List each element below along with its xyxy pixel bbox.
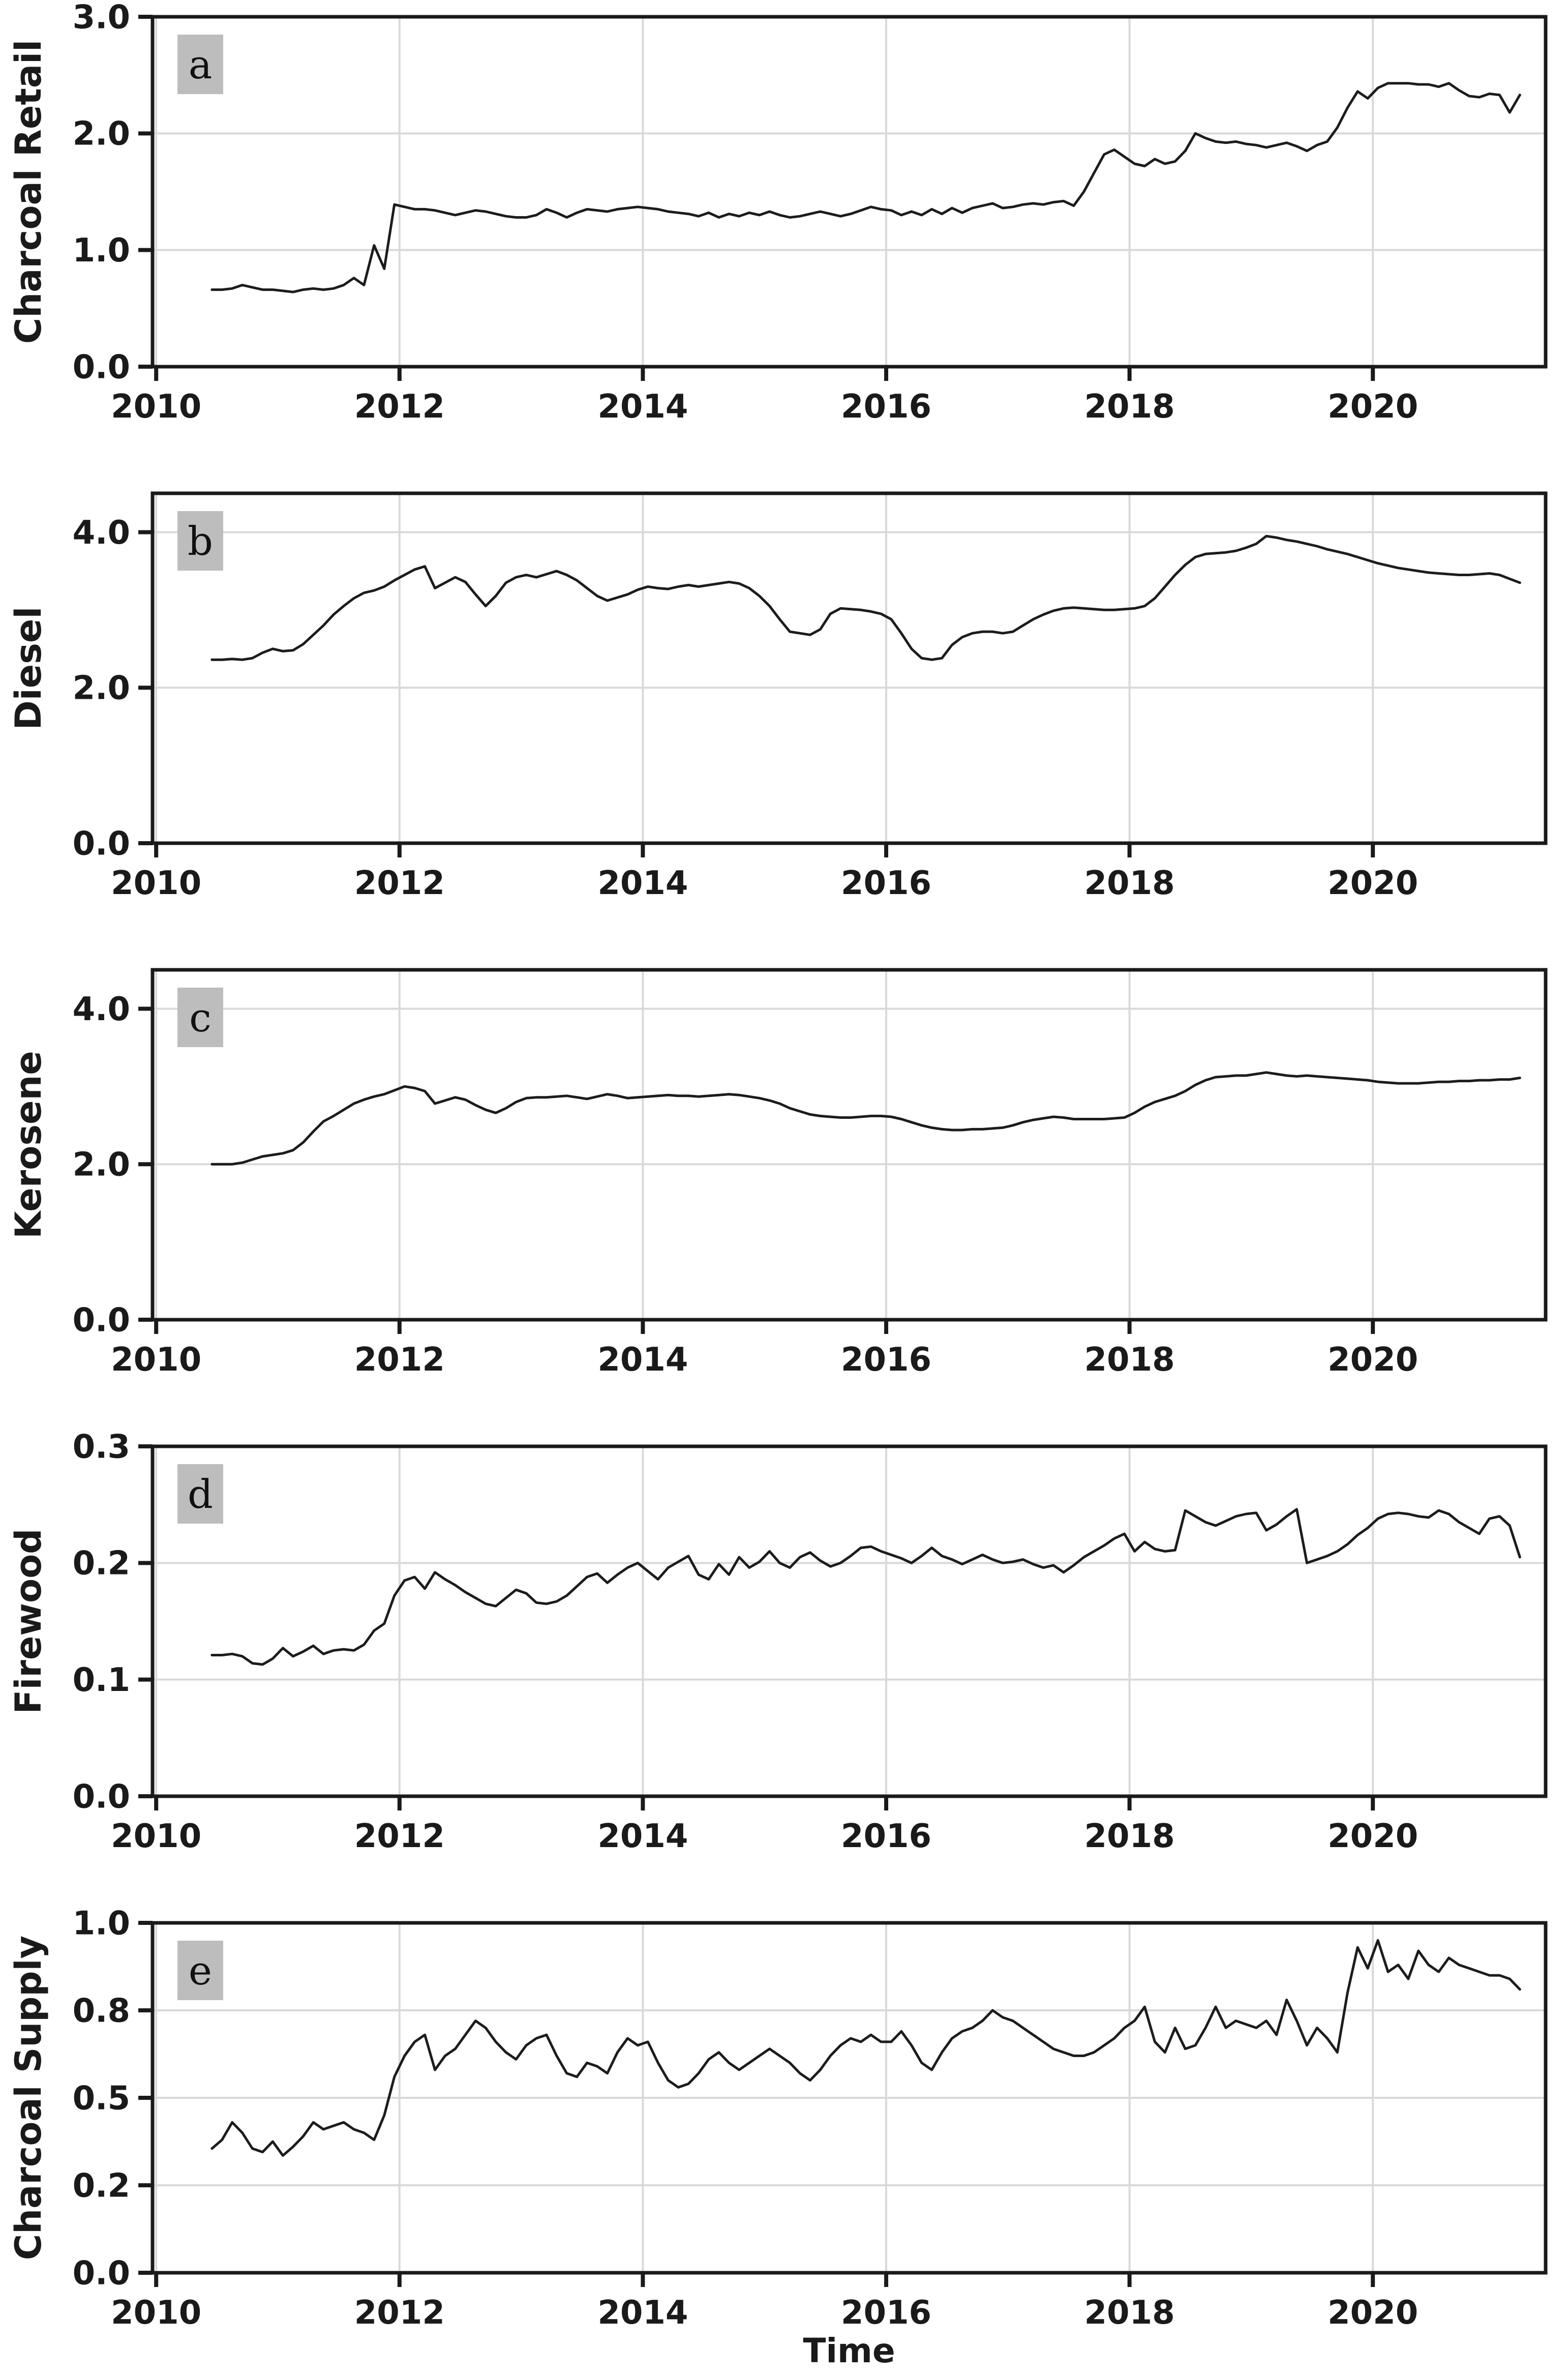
x-tick-label: 2020 [1328,388,1418,426]
x-tick-label: 2016 [841,865,931,902]
x-tick-label: 2020 [1328,865,1418,902]
x-tick-label: 2014 [597,388,688,426]
gridlines [153,1922,1546,2274]
x-tick-label: 2014 [597,865,688,902]
x-tick-label: 2018 [1084,865,1175,902]
y-tick-label: 2.0 [73,1146,130,1184]
ticks: 2010 2012 2014 2016 2018 2020 0.0 2.0 4.0 [73,514,1419,902]
y-axis-label-c: Kerosene [8,1051,49,1239]
x-tick-label: 2010 [111,2294,201,2332]
axes-frame [150,15,1548,369]
ticks: 2010 2012 2014 2016 2018 2020 0.0 1.0 2.0 3.0 [73,0,1419,426]
x-tick-label: 2012 [354,1341,445,1379]
axes-frame [150,1444,1548,1798]
gridlines [153,1445,1546,1797]
x-tick-label: 2010 [111,388,201,426]
y-tick-label: 0.3 [73,1428,130,1466]
panel-a: 2010 2012 2014 2016 2018 2020 0.0 1.0 2.0 3.0 Char… [8,0,1548,426]
panel-letter-e: e [189,1948,212,1994]
panel-d: 2010 2012 2014 2016 2018 2020 0.0 0.1 0.2 0.3 Fire… [8,1428,1548,1855]
x-tick-label: 2020 [1328,1818,1418,1855]
y-tick-label: 0.0 [73,348,130,386]
y-tick-label: 0.2 [73,2167,130,2205]
gridlines [153,16,1546,368]
x-tick-label: 2010 [111,1818,201,1855]
y-axis-label-e: Charcoal Supply [8,1936,49,2260]
axes-frame [150,491,1548,845]
x-tick-label: 2016 [841,2294,931,2332]
y-axis-label-d: Firewood [8,1529,49,1714]
gridlines [153,970,1546,1321]
axes-frame [150,968,1548,1322]
y-tick-label: 0.8 [73,1992,130,2030]
y-tick-label: 0.0 [73,1778,130,1816]
x-tick-label: 2018 [1084,1818,1175,1855]
x-tick-label: 2012 [354,1818,445,1855]
x-tick-label: 2010 [111,865,201,902]
ticks: 2010 2012 2014 2016 2018 2020 0.0 2.0 4.0 [73,991,1419,1379]
x-tick-label: 2012 [354,2294,445,2332]
x-tick-label: 2018 [1084,2294,1175,2332]
y-tick-label: 2.0 [73,670,130,707]
series-line-a [210,82,1521,293]
series-line-e [210,1939,1521,2157]
x-tick-label: 2016 [841,1341,931,1379]
x-tick-label: 2014 [597,1818,688,1855]
x-tick-label: 2016 [841,1818,931,1855]
series-line-d [210,1508,1521,1666]
x-tick-label: 2012 [354,865,445,902]
y-tick-label: 4.0 [73,514,130,552]
panel-b: 2010 2012 2014 2016 2018 2020 0.0 2.0 4.0 Diesel b [8,491,1548,902]
y-axis-label-a: Charcoal Retail [8,40,49,344]
x-tick-label: 2020 [1328,1341,1418,1379]
ticks: 2010 2012 2014 2016 2018 2020 0.0 0.2 0.5 0.8 1.0 [73,1905,1419,2332]
x-tick-label: 2018 [1084,388,1175,426]
panel-letter-box [177,511,223,571]
series-line-b [210,534,1521,661]
y-tick-label: 4.0 [73,991,130,1028]
y-tick-label: 0.0 [73,2254,130,2292]
y-tick-label: 1.0 [73,1905,130,1942]
panel-letter-box [177,1941,223,2000]
x-tick-label: 2014 [597,1341,688,1379]
x-tick-label: 2010 [111,1341,201,1379]
panel-letter-c: c [189,995,212,1041]
panel-letter-box [177,35,223,94]
series-line-c [210,1071,1521,1166]
y-tick-label: 0.2 [73,1545,130,1583]
x-tick-label: 2018 [1084,1341,1175,1379]
y-tick-label: 0.0 [73,825,130,863]
ticks: 2010 2012 2014 2016 2018 2020 0.0 0.1 0.2 0.3 [73,1428,1419,1855]
panel-letter-d: d [188,1472,213,1518]
y-axis-label-b: Diesel [8,607,49,730]
y-tick-label: 0.0 [73,1301,130,1339]
x-tick-label: 2012 [354,388,445,426]
panel-letter-box [177,1464,223,1524]
y-tick-label: 2.0 [73,115,130,153]
x-tick-label: 2020 [1328,2294,1418,2332]
panel-e: 2010 2012 2014 2016 2018 2020 0.0 0.2 0.5 0.8 1.0 C… [8,1905,1548,2332]
x-axis-title: Time [803,2331,895,2370]
panel-c: 2010 2012 2014 2016 2018 2020 0.0 2.0 4.0 Kerosen… [8,968,1548,1379]
y-tick-label: 3.0 [73,0,130,36]
y-tick-label: 0.5 [73,2080,130,2117]
gridlines [153,493,1546,844]
x-tick-label: 2014 [597,2294,688,2332]
panel-letter-b: b [188,519,213,565]
x-tick-label: 2016 [841,388,931,426]
panel-letter-a: a [189,42,213,88]
panel-letter-box [177,988,223,1047]
y-tick-label: 0.1 [73,1661,130,1699]
y-tick-label: 1.0 [73,232,130,270]
